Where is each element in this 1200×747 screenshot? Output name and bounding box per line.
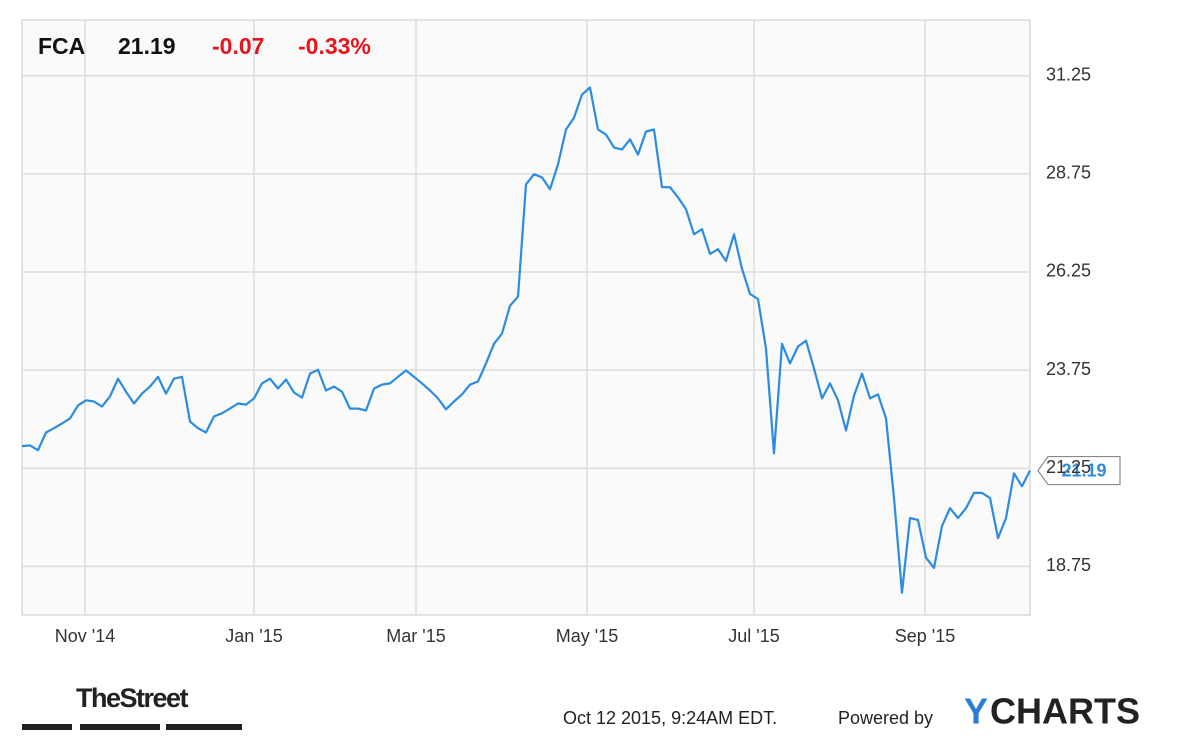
x-tick-label: Jan '15 [225,626,282,646]
x-tick-label: Jul '15 [728,626,779,646]
y-tick-label: 28.75 [1046,163,1091,183]
logo-bar [166,724,242,730]
x-tick-label: Sep '15 [895,626,956,646]
y-tick-label: 26.25 [1046,261,1091,281]
logo-rest: CHARTS [990,691,1140,732]
grid [22,20,1030,615]
change: -0.07 [212,33,264,59]
price-line [21,86,1031,594]
last-price-tag [1037,455,1121,486]
change-percent: -0.33% [298,33,371,59]
y-tick-label: 18.75 [1046,555,1091,575]
logo-bar [22,724,72,730]
powered-by: Powered by [838,708,933,728]
source-logo: TheStreet [76,683,189,713]
x-tick-label: Mar '15 [386,626,445,646]
last-price-label: 21.19 [1061,460,1106,480]
x-tick-label: Nov '14 [55,626,115,646]
plot-area [21,19,1031,616]
y-tick-label: 21.25 [1046,457,1091,477]
x-tick-label: May '15 [556,626,618,646]
y-tick-label: 31.25 [1046,64,1091,84]
ticker: FCA [38,33,85,59]
y-tick-label: 23.75 [1046,359,1091,379]
timestamp: Oct 12 2015, 9:24AM EDT. [563,708,777,728]
series: 21.19 [21,86,1121,594]
price: 21.19 [118,33,176,59]
logo-y: Y [964,691,988,732]
logo-bar [80,724,160,730]
axis-labels: 18.75 21.25 23.75 26.25 28.75 31.25 Nov '14 Jan… [55,64,1091,645]
